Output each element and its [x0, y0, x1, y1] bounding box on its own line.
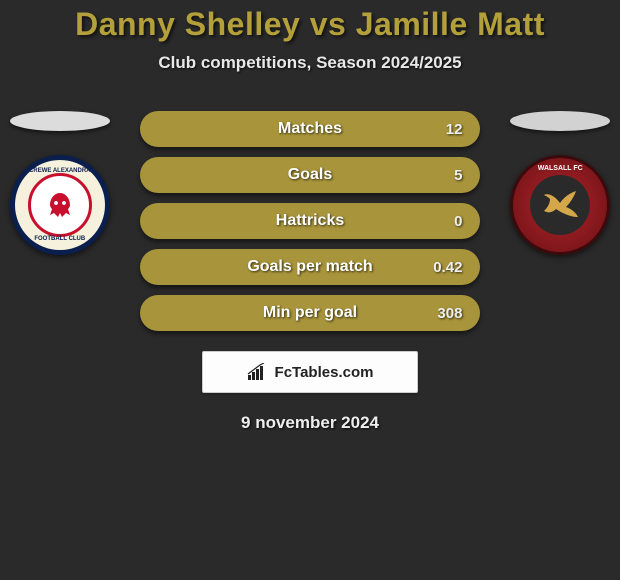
stat-label: Matches [278, 120, 342, 138]
infographic-container: Danny Shelley vs Jamille Matt Club compe… [0, 0, 620, 433]
right-bar-ellipse [510, 111, 610, 131]
left-club-column: CREWE ALEXANDRA FOOTBALL CLUB [0, 111, 120, 255]
stat-value: 0 [454, 213, 462, 230]
walsall-inner [530, 175, 590, 235]
stat-pill-hattricks: Hattricks 0 [140, 203, 481, 239]
swift-icon [540, 185, 580, 225]
crewe-text-bottom: FOOTBALL CLUB [34, 236, 85, 242]
stat-label: Goals [288, 166, 332, 184]
page-title: Danny Shelley vs Jamille Matt [0, 6, 620, 43]
stat-value: 5 [454, 167, 462, 184]
stat-label: Goals per match [247, 258, 372, 276]
stat-label: Hattricks [276, 212, 344, 230]
stat-value: 12 [446, 121, 463, 138]
stat-value: 308 [437, 305, 462, 322]
right-club-column: WALSALL FC [500, 111, 620, 255]
attribution-text: FcTables.com [275, 364, 374, 381]
lion-icon [44, 189, 76, 221]
stats-column: Matches 12 Goals 5 Hattricks 0 Goals per… [140, 111, 481, 331]
stat-pill-goals-per-match: Goals per match 0.42 [140, 249, 481, 285]
club-logo-crewe: CREWE ALEXANDRA FOOTBALL CLUB [10, 155, 110, 255]
subtitle: Club competitions, Season 2024/2025 [0, 53, 620, 73]
attribution-box: FcTables.com [202, 351, 418, 393]
stat-pill-min-per-goal: Min per goal 308 [140, 295, 481, 331]
stat-pill-matches: Matches 12 [140, 111, 481, 147]
stat-pill-goals: Goals 5 [140, 157, 481, 193]
left-bar-ellipse [10, 111, 110, 131]
stat-label: Min per goal [263, 304, 357, 322]
bar-chart-icon [247, 363, 269, 381]
date-text: 9 november 2024 [0, 413, 620, 433]
walsall-text-top: WALSALL FC [538, 165, 583, 172]
club-logo-walsall: WALSALL FC [510, 155, 610, 255]
stat-value: 0.42 [433, 259, 462, 276]
main-row: CREWE ALEXANDRA FOOTBALL CLUB Matches 12… [0, 111, 620, 331]
crewe-inner-ring [28, 173, 92, 237]
